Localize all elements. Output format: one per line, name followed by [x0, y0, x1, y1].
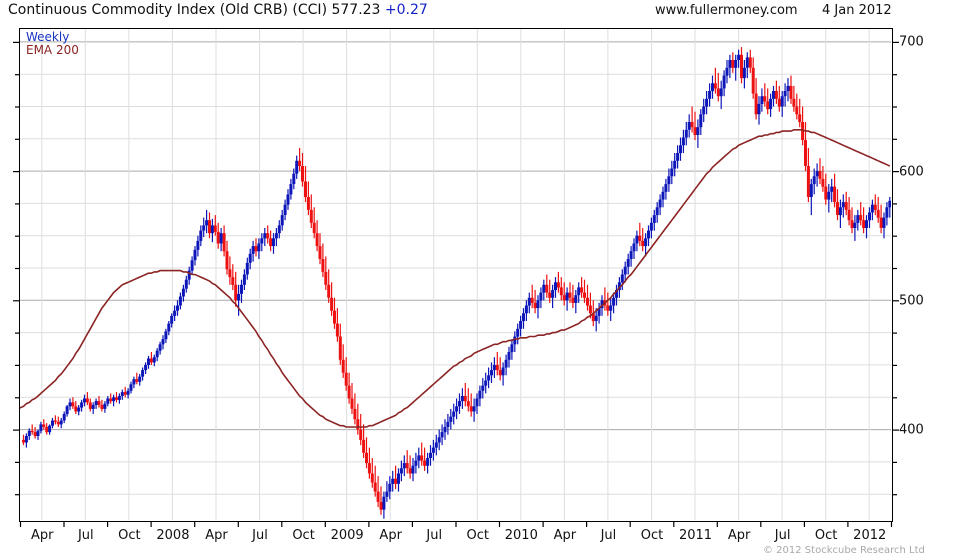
instrument-title: Continuous Commodity Index (Old CRB) (CC… [8, 2, 381, 18]
x-axis-tick-label: Jul [77, 528, 94, 543]
x-axis-tick-label: Jul [600, 528, 617, 543]
x-axis-tick-label: Apr [553, 528, 577, 543]
page-title: Continuous Commodity Index (Old CRB) (CC… [8, 2, 428, 18]
copyright-notice: © 2012 Stockcube Research Ltd [763, 545, 925, 556]
x-axis-tick-label: Oct [466, 528, 490, 543]
x-axis-tick-label: Jul [252, 528, 268, 543]
x-axis-tick-label: 2009 [330, 528, 364, 543]
x-axis-tick-label: Apr [205, 528, 228, 543]
x-axis-tick-label: Apr [727, 528, 751, 543]
x-axis-tick-label: Apr [31, 528, 54, 543]
y-axis-tick-label: 400 [899, 422, 924, 438]
chart-plot-area: Weekly EMA 200 [19, 28, 893, 522]
x-axis-tick-label: Oct [292, 528, 315, 543]
x-axis-tick-label: Oct [814, 528, 838, 543]
y-axis-tick-label: 700 [899, 34, 924, 50]
x-axis-ticks [19, 522, 893, 527]
y-axis-ticks-left [13, 41, 19, 496]
legend-item-ema: EMA 200 [26, 43, 79, 57]
x-axis-tick-label: 2010 [504, 528, 538, 543]
chart-date: 4 Jan 2012 [822, 3, 892, 18]
y-axis-ticks [893, 41, 899, 496]
x-axis-tick-label: Oct [640, 528, 664, 543]
x-axis-tick-label: Apr [379, 528, 402, 543]
x-axis-tick-label: Jul [774, 528, 791, 543]
legend-item-weekly: Weekly [26, 30, 70, 44]
x-axis-tick-label: 2012 [853, 528, 887, 543]
x-axis-tick-label: Jul [426, 528, 443, 543]
y-axis-tick-label: 600 [899, 164, 924, 180]
y-axis-tick-label: 500 [899, 293, 924, 309]
x-axis-tick-label: 2011 [678, 528, 713, 543]
source-website: www.fullermoney.com [655, 3, 798, 18]
x-axis-tick-label: 2008 [156, 528, 190, 543]
chart-data-layer [20, 47, 891, 519]
chart-legend: Weekly EMA 200 [26, 31, 79, 57]
chart-header: Continuous Commodity Index (Old CRB) (CC… [0, 0, 980, 22]
chart-gridlines [20, 29, 891, 520]
price-change: +0.27 [384, 2, 428, 18]
x-axis-tick-label: Oct [118, 528, 141, 543]
